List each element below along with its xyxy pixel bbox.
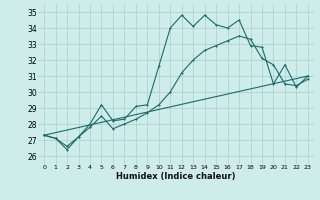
X-axis label: Humidex (Indice chaleur): Humidex (Indice chaleur)	[116, 172, 236, 181]
